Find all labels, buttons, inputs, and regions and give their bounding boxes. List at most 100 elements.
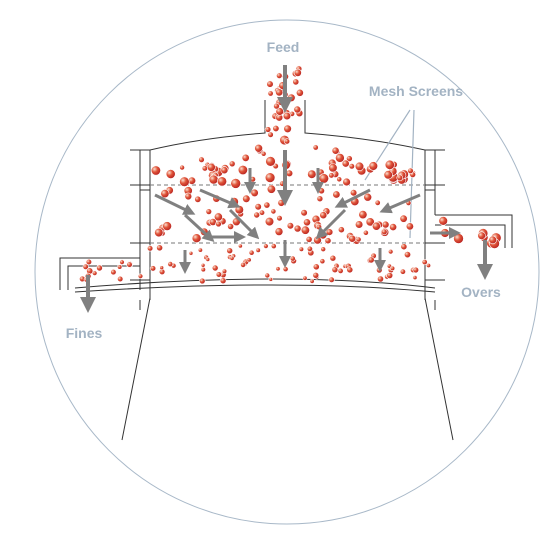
particle <box>215 220 222 228</box>
particle <box>266 80 274 88</box>
particle <box>303 218 311 227</box>
particles <box>79 65 502 285</box>
particle <box>399 268 406 275</box>
particle <box>362 229 369 236</box>
particle <box>355 236 362 243</box>
particle <box>211 264 219 272</box>
particle <box>208 174 219 185</box>
particle <box>316 195 324 202</box>
particle <box>237 243 243 249</box>
legs <box>121 297 454 441</box>
particle <box>488 235 497 245</box>
particle <box>217 176 228 187</box>
particle <box>270 243 277 249</box>
overs-spout <box>435 214 513 248</box>
particle <box>96 264 103 272</box>
particle <box>367 256 375 264</box>
particle <box>234 205 244 215</box>
particle <box>117 264 123 270</box>
particle <box>82 263 89 270</box>
overs-label: Overs <box>461 284 501 300</box>
particle <box>275 266 281 272</box>
particle <box>201 165 208 172</box>
particle <box>292 78 300 86</box>
particle <box>412 266 419 274</box>
particle <box>386 272 394 279</box>
particle <box>438 216 448 226</box>
particle <box>371 221 381 231</box>
particle <box>85 258 92 266</box>
particle <box>154 228 164 238</box>
particle <box>254 203 262 211</box>
particle <box>384 159 395 170</box>
particle <box>263 201 271 209</box>
flow-arrows <box>80 65 493 313</box>
particle <box>242 194 251 203</box>
particle <box>270 208 277 215</box>
particle <box>165 169 176 179</box>
particle <box>246 257 252 263</box>
particle <box>275 88 284 97</box>
particle <box>250 188 259 197</box>
particle <box>368 161 378 171</box>
particle <box>240 261 246 268</box>
particle <box>179 164 185 171</box>
particle <box>405 222 414 231</box>
particle <box>312 263 320 271</box>
particle <box>276 72 283 79</box>
particle <box>179 176 190 187</box>
particle <box>205 257 211 262</box>
particle <box>263 243 269 249</box>
particle <box>126 261 133 268</box>
particle <box>346 266 354 274</box>
particle <box>319 211 328 220</box>
particle <box>194 195 202 203</box>
particle <box>346 155 353 162</box>
particle <box>337 226 345 234</box>
particle <box>329 254 337 262</box>
particle <box>350 189 358 197</box>
particle <box>253 211 261 219</box>
particle <box>354 161 365 171</box>
fines-label: Fines <box>66 325 103 341</box>
particle <box>389 223 397 231</box>
particle <box>318 173 330 184</box>
particle <box>147 245 154 252</box>
mesh-screens-label: Mesh Screens <box>369 83 463 99</box>
particle <box>348 163 355 170</box>
particle <box>295 88 304 97</box>
particle <box>293 224 302 233</box>
particle <box>265 156 276 167</box>
particle <box>283 138 291 145</box>
particle <box>315 223 323 231</box>
particle <box>282 266 289 272</box>
particle <box>162 221 172 231</box>
particle <box>389 265 396 272</box>
particle <box>324 237 332 245</box>
particle <box>319 258 326 265</box>
particle <box>241 153 250 162</box>
particle <box>374 199 381 206</box>
particle <box>305 235 313 243</box>
particle <box>266 184 276 194</box>
particle <box>197 247 203 253</box>
particle <box>358 210 368 220</box>
particle <box>276 215 283 222</box>
particle <box>289 255 296 262</box>
particle <box>110 269 117 276</box>
particle <box>412 275 418 280</box>
particle <box>400 243 408 251</box>
housing-outer <box>139 150 436 290</box>
particle <box>403 251 411 259</box>
particle <box>320 246 327 252</box>
particle <box>264 172 276 183</box>
fines-spout <box>59 257 140 290</box>
particle <box>399 214 408 223</box>
particle <box>205 208 213 215</box>
particle <box>381 228 388 236</box>
particle <box>219 277 227 285</box>
particle <box>167 261 174 267</box>
particle <box>307 169 317 179</box>
particle <box>336 176 343 183</box>
particle <box>221 268 228 274</box>
